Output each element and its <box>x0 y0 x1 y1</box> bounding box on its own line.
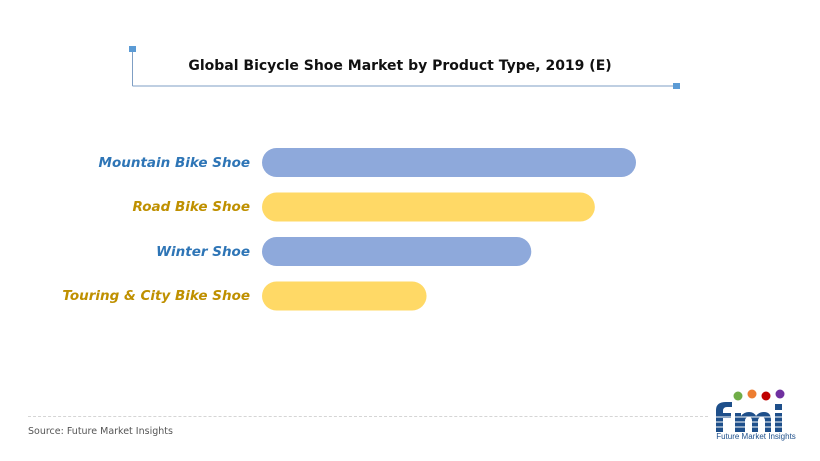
category-label: Winter Shoe <box>156 243 250 260</box>
source-note: Source: Future Market Insights <box>28 426 173 437</box>
chart-title: Global Bicycle Shoe Market by Product Ty… <box>188 58 612 74</box>
bar-touring-city-bike-shoe <box>262 281 427 311</box>
bar-road-bike-shoe <box>262 192 595 222</box>
footer-divider <box>28 416 708 417</box>
bar-mountain-bike-shoe <box>262 148 636 177</box>
logo-caption: Future Market Insights <box>716 432 796 441</box>
fmi-logo-icon <box>712 389 786 432</box>
category-label: Mountain Bike Shoe <box>98 154 250 171</box>
category-label: Road Bike Shoe <box>132 199 250 215</box>
title-frame <box>129 46 680 89</box>
bar-winter-shoe <box>262 237 532 266</box>
category-label: Touring & City Bike Shoe <box>62 288 250 304</box>
